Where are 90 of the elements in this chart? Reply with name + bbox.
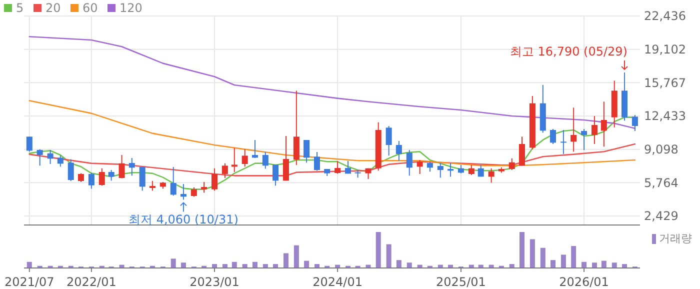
candlestick <box>591 115 598 144</box>
candlestick <box>282 135 289 182</box>
bar <box>396 260 402 268</box>
candlestick <box>293 90 300 166</box>
candlestick <box>88 172 94 190</box>
candlestick <box>518 136 525 166</box>
bar <box>550 260 556 268</box>
candlestick <box>437 162 444 178</box>
candlestick <box>36 148 43 166</box>
y-tick-label: 15,767 <box>644 76 686 90</box>
x-tick-label: 2023/01 <box>190 275 240 289</box>
bar <box>530 239 535 268</box>
candlestick <box>570 107 577 152</box>
candlestick <box>190 186 197 198</box>
candlestick <box>272 164 279 186</box>
candlestick <box>252 139 258 158</box>
candlestick <box>550 128 556 144</box>
candlestick <box>314 151 320 172</box>
bar <box>180 262 186 268</box>
bar <box>540 248 546 268</box>
annotation: 최고 16,790 (05/29) <box>510 44 628 58</box>
candlestick <box>396 140 402 162</box>
candlestick <box>222 162 228 178</box>
candlestick <box>448 162 454 178</box>
candlestick <box>581 128 588 150</box>
legend-label: 20 <box>46 1 61 16</box>
x-tick-label: 2025/01 <box>436 275 486 289</box>
candlestick <box>242 148 248 168</box>
bar <box>252 262 258 268</box>
candlestick <box>386 125 392 156</box>
bar <box>612 262 617 268</box>
y-tick-label: 2,429 <box>644 209 678 224</box>
legend-label: 거래량 <box>659 232 692 245</box>
bar <box>601 260 606 268</box>
x-tick-label: 2021/07 <box>4 275 54 289</box>
bar <box>386 244 392 268</box>
candlestick <box>149 180 156 192</box>
candlestick <box>108 169 114 182</box>
candlestick <box>600 101 607 148</box>
candlestick <box>560 129 566 154</box>
bar <box>232 262 237 268</box>
y-tick-label: 9,098 <box>644 142 678 157</box>
bar <box>571 246 576 268</box>
candlestick <box>26 136 32 152</box>
annotation: 최저 4,060 (10/31) <box>128 212 238 227</box>
candlestick <box>345 160 352 174</box>
candlestick <box>406 149 412 176</box>
candlestick <box>416 159 423 174</box>
candlestick <box>57 154 64 168</box>
candlestick <box>47 149 54 164</box>
candlestick <box>118 154 125 179</box>
bar <box>406 262 412 268</box>
bar <box>560 254 566 268</box>
legend-label: 5 <box>16 1 24 16</box>
bar <box>582 262 587 268</box>
bar <box>376 232 381 268</box>
bar <box>519 232 524 268</box>
bar <box>294 245 299 268</box>
y-tick-label: 19,102 <box>644 42 686 57</box>
y-tick-label: 5,764 <box>644 176 678 190</box>
candlestick <box>488 168 494 184</box>
candlestick <box>304 139 310 164</box>
candlestick <box>334 160 341 174</box>
candlestick <box>426 161 433 172</box>
y-tick-label: 12,433 <box>644 109 686 124</box>
candlestick <box>262 151 268 170</box>
candlestick <box>128 157 135 176</box>
candlestick <box>68 158 74 182</box>
bar <box>26 262 32 268</box>
candlestick <box>139 166 146 192</box>
y-tick-label: 22,436 <box>644 9 686 24</box>
candlestick <box>180 183 186 200</box>
candlestick <box>468 164 474 176</box>
x-tick-label: 2022/01 <box>66 275 116 289</box>
bar <box>283 253 288 268</box>
x-tick-label: 2026/01 <box>559 275 609 289</box>
bar <box>170 258 176 268</box>
line-series <box>28 36 636 129</box>
legend-label: 120 <box>120 1 142 16</box>
bar <box>592 262 597 268</box>
candlestick <box>212 168 218 192</box>
candlestick <box>231 147 238 172</box>
candlestick <box>98 168 105 186</box>
bar <box>304 260 310 268</box>
legend-label: 60 <box>82 1 98 16</box>
candlestick <box>632 114 638 132</box>
x-tick-label: 2024/01 <box>312 275 362 289</box>
candlestick <box>508 158 515 170</box>
candlestick <box>201 181 208 194</box>
candlestick <box>170 166 176 196</box>
